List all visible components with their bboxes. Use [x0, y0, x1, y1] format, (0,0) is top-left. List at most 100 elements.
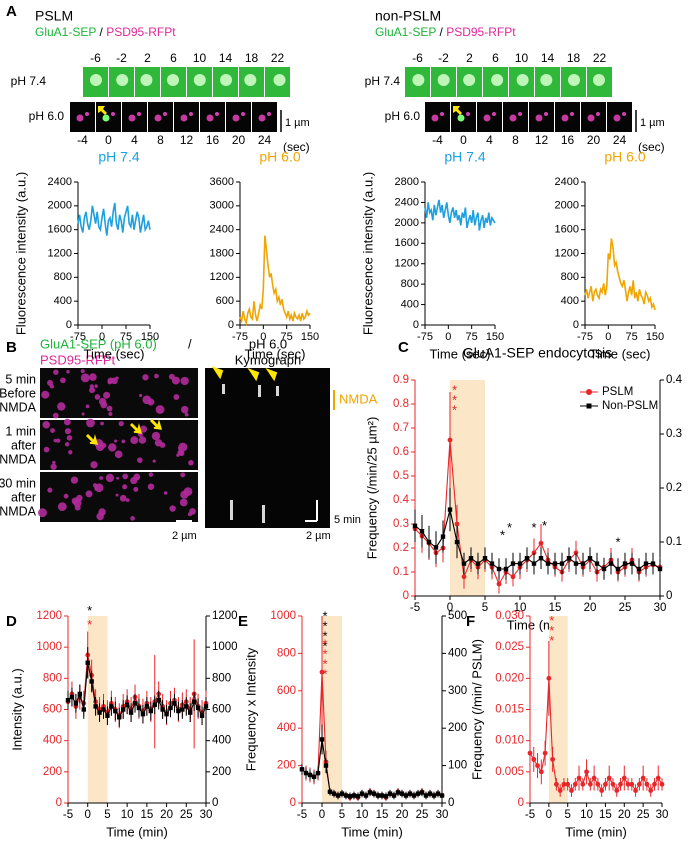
y-tick-label: 0.005: [495, 766, 524, 778]
image-spot: [567, 74, 580, 86]
arrow: [129, 422, 143, 434]
image-spot: [116, 476, 120, 480]
y-tick-label: 400: [561, 295, 579, 307]
image-spot: [66, 369, 70, 374]
data-point: [531, 561, 537, 566]
x-tick-label: 30: [656, 809, 669, 821]
data-point: [426, 539, 432, 545]
image-spot: [49, 384, 55, 389]
data-point: [557, 788, 563, 793]
data-point: [73, 701, 79, 706]
data-point: [371, 791, 377, 796]
data-point: [412, 523, 418, 528]
image-spot: [463, 74, 476, 86]
image-spot: [187, 512, 192, 517]
image-spot: [535, 114, 543, 122]
time-label: 12: [535, 133, 549, 147]
data-point: [580, 781, 586, 787]
x-tick-label: 30: [436, 809, 449, 821]
y2-tick-label: 0.4: [666, 374, 683, 386]
x-tick-label: 15: [599, 809, 612, 821]
time-label: 8: [157, 133, 164, 147]
data-point: [554, 781, 559, 787]
data-point: [531, 550, 537, 556]
data-point: [447, 507, 453, 512]
image-spot: [137, 112, 141, 116]
y-axis-label: Frequency x Intensity: [243, 647, 258, 771]
row-label: pH 7.4: [11, 74, 47, 88]
y-tick-label: 800: [43, 672, 62, 684]
y-tick-label: 2400: [48, 176, 72, 188]
data-point: [636, 566, 642, 572]
data-point: [113, 708, 118, 714]
event-label: NMDA: [339, 391, 378, 406]
highlight: [322, 616, 342, 803]
image-spot: [128, 114, 136, 122]
image-spot: [81, 412, 85, 416]
image-spot: [244, 74, 257, 86]
data-point: [105, 713, 110, 718]
annotation: ***: [447, 382, 462, 412]
y-tick-label: 0.9: [393, 374, 409, 386]
data-point: [440, 534, 446, 539]
annotation: *: [87, 617, 92, 632]
marker-label-part: PSD95-RFPt: [446, 25, 516, 39]
y-tick-label: 0.025: [495, 641, 524, 653]
arrow: [247, 367, 260, 382]
time-label: 10: [515, 51, 529, 65]
b-title: /: [188, 336, 192, 351]
data-point: [323, 763, 329, 768]
image-spot: [60, 377, 66, 384]
arrow: [453, 106, 462, 115]
data-point: [148, 708, 153, 714]
time-label: 16: [206, 133, 220, 147]
data-point: [359, 791, 365, 796]
data-point: [610, 781, 616, 787]
image-spot: [42, 421, 50, 429]
legend-label: PSLM: [602, 386, 633, 398]
x-tick-label: 5: [104, 809, 110, 821]
data-point: [475, 561, 481, 566]
data-point: [124, 702, 130, 708]
data-point: [614, 788, 620, 793]
image-spot: [139, 425, 147, 433]
data-point: [160, 707, 165, 712]
y2-tick-label: 1200: [212, 610, 238, 622]
row-label: after: [11, 490, 36, 504]
y-tick-label: 0: [66, 319, 72, 331]
legend-marker: [586, 403, 592, 409]
image-spot: [37, 508, 47, 518]
data-point: [188, 710, 193, 715]
data-point: [81, 707, 86, 712]
data-point: [640, 775, 646, 781]
time-label: 22: [593, 51, 607, 65]
y2-tick-label: 100: [448, 760, 467, 772]
image-spot: [52, 412, 59, 419]
time-label: 0: [105, 133, 112, 147]
data-point: [594, 561, 600, 566]
image-spot: [138, 436, 147, 444]
image-spot: [173, 394, 180, 400]
y-tick-label: 2000: [395, 217, 419, 229]
data-point: [367, 790, 373, 795]
y-tick-label: 2400: [395, 196, 419, 208]
marker-label-part: GluA1-SEP: [35, 25, 96, 39]
image-spot: [139, 393, 143, 398]
y2-tick-label: 0.2: [666, 482, 682, 494]
row-label: pH 6.0: [385, 109, 421, 123]
annotation: *: [531, 520, 536, 535]
image-spot: [220, 74, 233, 86]
data-point: [391, 793, 397, 798]
image-spot: [103, 391, 111, 399]
image-spot: [63, 418, 71, 426]
image-spot: [189, 112, 193, 116]
x-tick-label: 0: [319, 809, 325, 821]
data-point: [156, 697, 161, 703]
y2-tick-label: 600: [212, 704, 231, 716]
x-tick-label: -75: [232, 331, 248, 343]
y-tick-label: 800: [561, 271, 579, 283]
panel-label: A: [6, 3, 17, 20]
data-point: [319, 669, 325, 675]
y2-tick-label: 800: [212, 672, 231, 684]
x-tick-label: 150: [646, 331, 664, 343]
